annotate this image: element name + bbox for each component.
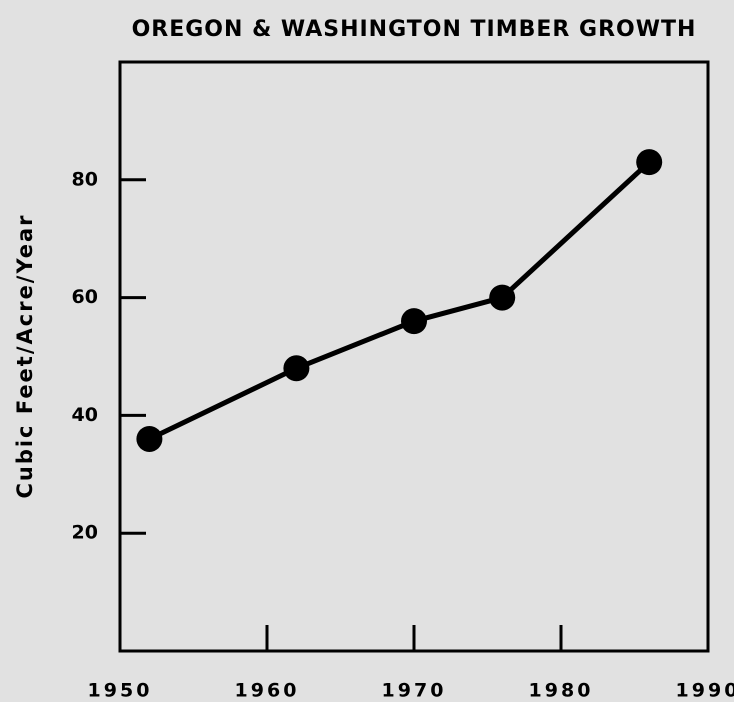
chart-title: OREGON & WASHINGTON TIMBER GROWTH [132,17,697,42]
data-point [636,149,663,176]
x-tick-label: 1980 [529,680,594,702]
y-tick-label: 60 [72,286,98,308]
data-point [401,308,427,335]
y-tick-label: 40 [72,404,98,426]
y-axis-label: Cubic Feet/Acre/Year [13,213,37,498]
y-tick-label: 20 [72,522,98,544]
data-point [489,284,516,311]
x-tick-label: 1960 [235,680,300,702]
x-tick-label: 1970 [382,680,447,702]
data-point [283,355,310,382]
x-tick-label: 1990 [676,680,734,702]
x-tick-label: 1950 [88,680,153,702]
y-tick-label: 80 [72,168,98,190]
data-point [136,425,163,452]
